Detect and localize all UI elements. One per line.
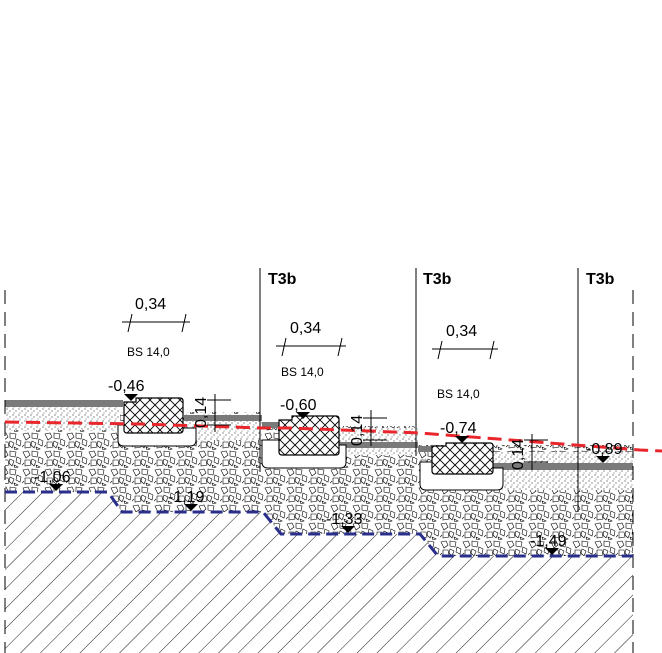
section-tag-4: T3b bbox=[586, 271, 615, 288]
dimension-label-3: 0,34 bbox=[446, 323, 477, 340]
section-lines bbox=[4, 268, 634, 653]
height-labels: 0,14 0,14 0,14 bbox=[193, 397, 527, 470]
curb-2 bbox=[261, 415, 347, 469]
material-label-3: BS 14,0 bbox=[437, 387, 480, 401]
material-labels: BS 14,0 BS 14,0 BS 14,0 bbox=[127, 345, 480, 401]
level-label-3: -0,74 bbox=[440, 420, 477, 437]
subgrade-label-3: -1,33 bbox=[326, 511, 363, 528]
height-label-3: 0,14 bbox=[510, 439, 527, 470]
height-label-1: 0,14 bbox=[193, 397, 210, 428]
dimension-label-1: 0,34 bbox=[135, 296, 166, 313]
asphalt-surface bbox=[5, 400, 633, 470]
section-tags: T3b T3b T3b bbox=[268, 271, 615, 288]
height-dimension-marks bbox=[207, 394, 548, 470]
level-label-1: -0,46 bbox=[108, 378, 145, 395]
dimension-label-2: 0,34 bbox=[290, 320, 321, 337]
subgrade-label-1: -1,06 bbox=[34, 469, 71, 486]
dimension-marks bbox=[122, 313, 498, 360]
material-label-1: BS 14,0 bbox=[127, 345, 170, 359]
level-label-4: -0,89 bbox=[586, 441, 623, 458]
curb-3 bbox=[419, 442, 504, 491]
section-tag-3: T3b bbox=[423, 271, 452, 288]
height-label-2: 0,14 bbox=[349, 415, 366, 446]
level-labels: -0,46 -0,60 -0,74 -0,89 bbox=[108, 378, 623, 458]
red-dashed-line bbox=[4, 420, 662, 453]
subgrade-label-2: -1,19 bbox=[168, 489, 205, 506]
level-label-2: -0,60 bbox=[280, 397, 317, 414]
fine-layer bbox=[5, 405, 633, 490]
subgrade-label-4: -1,49 bbox=[530, 533, 567, 550]
material-label-2: BS 14,0 bbox=[281, 365, 324, 379]
blue-dashed-line bbox=[5, 490, 633, 558]
level-markers bbox=[49, 394, 610, 555]
dimension-labels: 0,34 0,34 0,34 bbox=[135, 296, 477, 340]
subgrade-level-labels: -1,06 -1,19 -1,33 -1,49 bbox=[34, 469, 567, 550]
subgrade-hatch bbox=[5, 492, 633, 653]
section-tag-2: T3b bbox=[268, 271, 297, 288]
